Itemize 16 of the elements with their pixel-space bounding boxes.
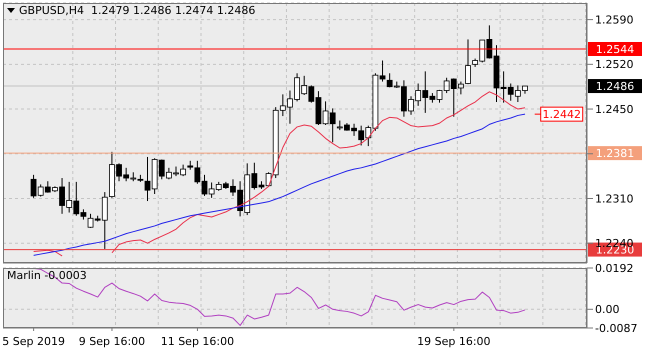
y-tick-label: 1.2520 xyxy=(595,58,634,72)
y-tick-label: 1.2450 xyxy=(595,102,634,116)
y-tick-label: 0.0192 xyxy=(595,262,634,275)
x-tick-label: 9 Sep 16:00 xyxy=(78,335,146,348)
text: 1.2442 xyxy=(542,108,581,122)
x-tick-label: 11 Sep 16:00 xyxy=(160,335,234,348)
y-tick-label: 0.00 xyxy=(595,303,620,316)
x-tick-label: 19 Sep 16:00 xyxy=(417,335,491,348)
ref-line-label: 1.2544 xyxy=(596,42,634,56)
ref-line-label: 1.2486 xyxy=(596,80,634,94)
y-tick-label: -0.0087 xyxy=(595,322,638,335)
x-tick-label: 5 Sep 2019 xyxy=(2,335,65,348)
chart-title: GBPUSD,H4 1.2479 1.2486 1.2474 1.2486 xyxy=(19,4,256,17)
ref-line-label: 1.2381 xyxy=(596,147,634,160)
y-tick-label: 1.2310 xyxy=(595,192,634,206)
y-tick-label: 1.2590 xyxy=(595,14,634,27)
